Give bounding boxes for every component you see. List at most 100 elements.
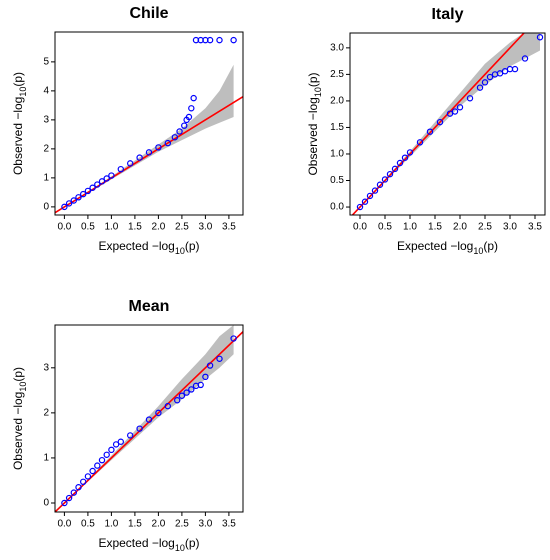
point [416,139,424,146]
x-tick-label: 0.0 [57,222,71,233]
point [178,392,186,399]
x-tick-label: 3.0 [198,519,212,530]
y-tick-label: 5 [43,57,49,68]
x-tick-label: 2.0 [151,519,165,530]
point [481,79,489,86]
x-axis-label-main: Expected −log [98,239,174,253]
y-tick-label: 1 [43,453,49,464]
x-axis-label-main: Expected −log [98,536,174,550]
point [185,113,193,121]
point [466,95,474,102]
x-tick-label: 3.0 [503,222,517,233]
x-axis-label: Expected −log10(p) [98,536,199,553]
confidence-band [64,325,234,503]
point [89,467,96,475]
point [65,494,73,502]
point [155,409,162,417]
x-tick-label: 1.5 [128,222,142,233]
x-axis-label-tail: (p) [483,239,498,253]
x-tick-label: 1.0 [104,519,118,530]
point [145,416,153,423]
point [371,187,379,194]
point [206,36,214,44]
y-axis-label-tail: (p) [11,367,25,382]
x-tick-label: 2.0 [151,222,165,233]
point [79,478,87,486]
x-tick-label: 2.5 [175,222,189,233]
x-tick-label: 0.5 [81,519,95,530]
reference-line [351,33,526,215]
y-axis-label-main: Observed −log [11,97,25,175]
x-axis-label-main: Expected −log [397,239,473,253]
point [89,184,96,191]
panel-title: Italy [431,6,463,23]
y-tick-label: 2.5 [330,69,344,80]
x-tick-label: 2.0 [453,222,467,233]
y-tick-label: 0 [43,202,49,213]
point [136,425,143,432]
point [70,197,78,204]
point [356,203,364,211]
point [197,381,204,389]
point [436,118,444,126]
point [94,462,101,469]
plot-frame [349,32,546,216]
y-tick-label: 2.0 [330,96,344,107]
point [65,200,73,207]
point [216,36,223,44]
point [181,122,188,129]
x-tick-label: 2.5 [478,222,492,233]
y-tick-label: 4 [43,86,49,97]
point [183,389,190,396]
point [456,104,464,111]
point [84,473,92,480]
point [476,84,484,91]
point [426,128,434,135]
point [117,165,125,173]
x-tick-label: 1.0 [403,222,417,233]
point [536,34,544,41]
point [386,170,394,178]
x-axis-label-tail: (p) [185,536,200,550]
point [206,362,214,369]
point [396,159,404,167]
point [75,194,82,201]
point [188,105,195,112]
x-axis-label-tail: (p) [185,239,200,253]
point [75,484,82,491]
y-axis-label-sub: 10 [18,87,28,97]
point [451,108,459,115]
point [230,335,237,342]
point [126,432,134,439]
point [173,397,181,404]
point [511,65,519,73]
point [61,203,68,211]
y-axis-label: Observed −log10(p) [306,72,323,175]
point [164,402,171,410]
x-axis-label: Expected −log10(p) [98,239,199,256]
panel-title: Chile [129,5,168,22]
y-axis-label-tail: (p) [306,72,320,87]
x-axis-label: Expected −log10(p) [397,239,498,256]
y-axis-label-main: Observed −log [306,97,320,175]
y-axis-label-sub: 10 [313,87,323,97]
point [70,489,78,496]
point [202,373,209,381]
point [188,386,195,393]
point [103,451,110,458]
y-tick-label: 1.0 [330,149,344,160]
point [117,438,125,445]
point [381,176,389,183]
point [366,192,374,200]
x-tick-label: 0.5 [378,222,392,233]
plot-frame [54,31,244,216]
point [216,355,223,362]
panel: Italy 0.0 0.5 1.0 1.5 2.0 2.5 3.0 3.5 0.0 0.5 1.0 1.… [306,6,546,256]
point [103,175,110,182]
point [155,144,162,151]
x-tick-label: 0.0 [57,519,71,530]
point [361,198,369,205]
panel: Chile 0.0 0.5 1.0 1.5 2.0 2.5 3.0 3.5 0 1 2 3 4 5 Expec… [11,5,244,256]
y-tick-label: 2 [43,144,49,155]
